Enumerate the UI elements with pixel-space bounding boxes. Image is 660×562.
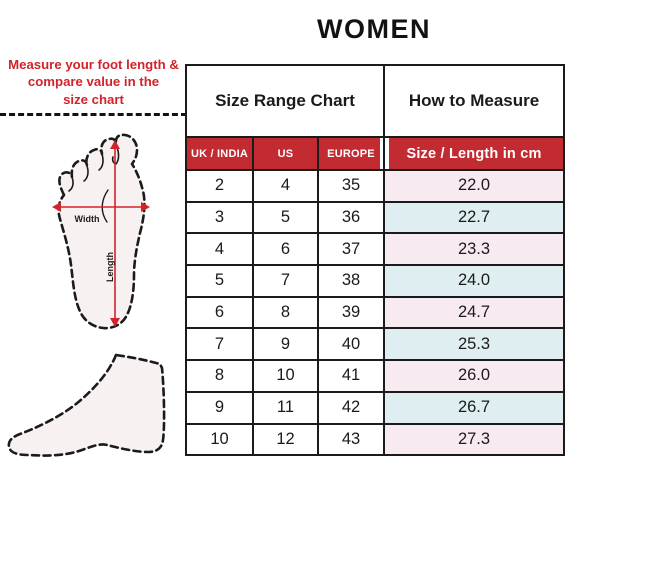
section-header-row: Size Range Chart How to Measure <box>184 64 566 138</box>
length-cm-cell: 26.7 <box>383 390 566 425</box>
length-cm-cell: 22.7 <box>383 200 566 235</box>
uk-size-cell: 7 <box>185 327 254 362</box>
width-arrow-right <box>141 202 150 212</box>
toe-crease-lines <box>68 143 120 192</box>
length-arrow-top <box>110 140 120 149</box>
eu-size-cell: 39 <box>316 295 386 330</box>
how-to-measure-header: How to Measure <box>383 64 566 138</box>
us-size-cell: 12 <box>252 422 319 457</box>
foot-top-view-diagram: Width Length <box>52 133 150 330</box>
eu-size-cell: 42 <box>316 390 386 425</box>
us-size-cell: 8 <box>252 295 319 330</box>
eu-size-cell: 40 <box>316 327 386 362</box>
us-size-cell: 6 <box>252 232 319 267</box>
foot-outline-top <box>57 133 146 330</box>
length-cm-cell: 23.3 <box>383 232 566 267</box>
uk-size-cell: 8 <box>185 359 254 393</box>
length-cm-cell: 24.0 <box>383 264 566 298</box>
length-cm-cell: 25.3 <box>383 327 566 362</box>
col-header-size-length-cm: Size / Length in cm <box>383 136 566 171</box>
page-title: WOMEN <box>317 14 431 44</box>
uk-size-cell: 6 <box>185 295 254 330</box>
table-row: 6 8 39 24.7 <box>185 295 566 330</box>
uk-size-cell: 10 <box>185 422 254 457</box>
column-header-row: UK / INDIA US EUROPE Size / Length in cm <box>185 136 566 171</box>
eu-size-cell: 41 <box>316 359 386 393</box>
col-header-us: US <box>252 136 319 171</box>
table-row: 10 12 43 27.3 <box>185 422 566 457</box>
table-row: 3 5 36 22.7 <box>185 200 566 235</box>
ball-crease-line <box>101 189 109 223</box>
us-size-cell: 7 <box>252 264 319 298</box>
foot-outline-side <box>7 353 166 457</box>
us-size-cell: 11 <box>252 390 319 425</box>
table-row: 2 4 35 22.0 <box>185 169 566 203</box>
table-row: 8 10 41 26.0 <box>185 359 566 393</box>
uk-size-cell: 9 <box>185 390 254 425</box>
eu-size-cell: 36 <box>316 200 386 235</box>
width-arrow-left <box>52 202 61 212</box>
col-header-uk-india: UK / INDIA <box>185 136 254 171</box>
width-label: Width <box>75 214 100 224</box>
us-size-cell: 10 <box>252 359 319 393</box>
us-size-cell: 4 <box>252 169 319 203</box>
length-cm-cell: 26.0 <box>383 359 566 393</box>
col-header-europe: EUROPE <box>316 136 386 171</box>
us-size-cell: 5 <box>252 200 319 235</box>
length-label: Length <box>105 252 115 282</box>
length-cm-cell: 22.0 <box>383 169 566 203</box>
eu-size-cell: 37 <box>316 232 386 267</box>
eu-size-cell: 43 <box>316 422 386 457</box>
table-row: 9 11 42 26.7 <box>185 390 566 425</box>
uk-size-cell: 4 <box>185 232 254 267</box>
size-range-chart-header: Size Range Chart <box>184 64 386 138</box>
length-cm-cell: 27.3 <box>383 422 566 457</box>
table-row: 5 7 38 24.0 <box>185 264 566 298</box>
measure-instruction-text: Measure your foot length & compare value… <box>8 57 179 107</box>
uk-size-cell: 5 <box>185 264 254 298</box>
dashed-divider <box>0 113 187 116</box>
length-cm-cell: 24.7 <box>383 295 566 330</box>
table-row: 4 6 37 23.3 <box>185 232 566 267</box>
size-rows: 2 4 35 22.0 3 5 36 22.7 4 6 37 23.3 5 7 38 24.0 6 8 39 24.7… <box>185 169 566 457</box>
size-range-table: Size Range Chart How to Measure UK / IND… <box>184 64 566 457</box>
uk-size-cell: 3 <box>185 200 254 235</box>
us-size-cell: 9 <box>252 327 319 362</box>
foot-side-view-diagram <box>7 353 166 457</box>
table-row: 7 9 40 25.3 <box>185 327 566 362</box>
uk-size-cell: 2 <box>185 169 254 203</box>
eu-size-cell: 38 <box>316 264 386 298</box>
eu-size-cell: 35 <box>316 169 386 203</box>
length-arrow-bottom <box>110 318 120 327</box>
